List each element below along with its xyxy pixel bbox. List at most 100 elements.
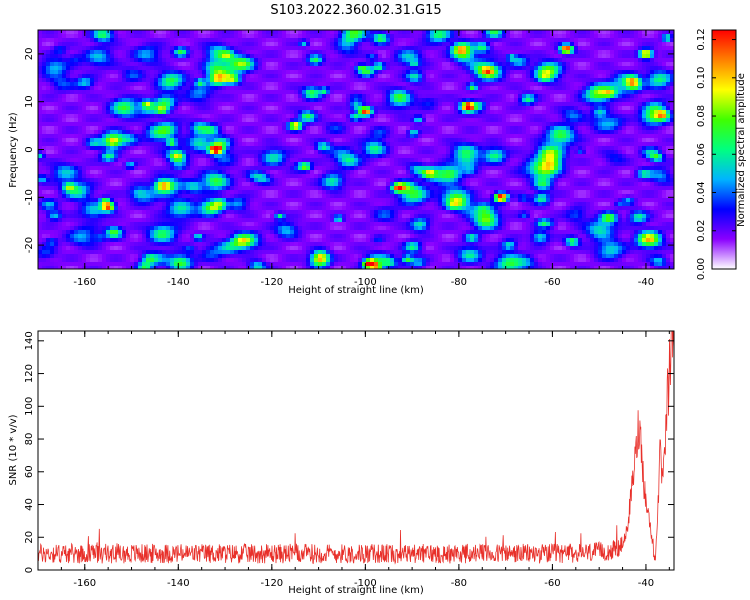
heatmap-cell [442,138,447,143]
heatmap-cell [586,94,591,99]
heatmap-cell [586,34,591,39]
heatmap-cell [450,134,455,139]
heatmap-cell [178,78,183,83]
heatmap-cell [574,34,579,39]
heatmap-cell [106,58,111,63]
heatmap-cell [170,142,175,147]
heatmap-cell [630,34,635,39]
heatmap-cell [382,50,387,55]
heatmap-cell [130,82,135,87]
heatmap-cell [58,58,63,63]
heatmap-cell [42,102,47,107]
heatmap-cell [330,38,335,43]
heatmap-cell [214,126,219,131]
heatmap-cell [494,90,499,95]
heatmap-cell [490,94,495,99]
heatmap-cell [266,126,271,131]
heatmap-cell [98,126,103,131]
heatmap-cell [322,86,327,91]
heatmap-cell [306,138,311,143]
heatmap-cell [50,46,55,51]
heatmap-cell [526,98,531,103]
heatmap-cell [354,102,359,107]
heatmap-cell [294,110,299,115]
heatmap-cell [166,82,171,87]
heatmap-cell [142,50,147,55]
heatmap-cell [402,70,407,75]
heatmap-cell [182,86,187,91]
heatmap-cell [550,138,555,143]
heatmap-cell [170,106,175,111]
heatmap-cell [330,50,335,55]
heatmap-cell [506,90,511,95]
heatmap-cell [58,90,63,95]
heatmap-cell [538,126,543,131]
heatmap-cell [438,90,443,95]
heatmap-cell [174,118,179,123]
heatmap-cell [382,142,387,147]
heatmap-cell [562,78,567,83]
heatmap-cell [586,102,591,107]
heatmap-cell [330,78,335,83]
heatmap-cell [310,134,315,139]
heatmap-cell [574,54,579,59]
heatmap-cell [290,62,295,67]
heatmap-cell [354,98,359,103]
heatmap-cell [442,146,447,151]
heatmap-cell [394,114,399,119]
heatmap-cell [666,146,671,151]
heatmap-cell [158,138,163,143]
heatmap-cell [642,74,647,79]
heatmap-cell [130,146,135,151]
heatmap-cell [478,38,483,43]
heatmap-cell [518,78,523,83]
heatmap-cell [246,102,251,107]
heatmap-cell [342,98,347,103]
heatmap-cell [382,122,387,127]
heatmap-cell [62,58,67,63]
heatmap-cell [238,50,243,55]
heatmap-cell [338,86,343,91]
heatmap-cell [650,122,655,127]
heatmap-cell [46,122,51,127]
heatmap-cell [538,62,543,67]
heatmap-cell [390,30,395,35]
heatmap-cell [622,146,627,151]
heatmap-cell [94,122,99,127]
heatmap-cell [54,150,59,155]
heatmap-cell [634,78,639,83]
heatmap-cell [314,54,319,59]
heatmap-cell [266,150,271,155]
heatmap-cell [106,38,111,43]
heatmap-cell [598,42,603,47]
heatmap-cell [634,102,639,107]
heatmap-cell [562,98,567,103]
heatmap-cell [366,90,371,95]
heatmap-cell [386,134,391,139]
heatmap-cell [386,130,391,135]
heatmap-cell [514,138,519,143]
heatmap-cell [522,122,527,127]
heatmap-cell [574,46,579,51]
heatmap-cell [70,78,75,83]
heatmap-cell [50,130,55,135]
heatmap-cell [370,138,375,143]
heatmap-cell [518,118,523,123]
heatmap-cell [442,54,447,59]
heatmap-cell [298,82,303,87]
heatmap-cell [562,142,567,147]
heatmap-cell [490,30,495,35]
heatmap-cell [274,58,279,63]
heatmap-cell [114,154,119,159]
heatmap-cell [590,42,595,47]
heatmap-cell [514,106,519,111]
heatmap-cell [298,150,303,155]
heatmap-cell [638,126,643,131]
heatmap-cell [114,50,119,55]
heatmap-cell [534,118,539,123]
heatmap-cell [466,126,471,131]
heatmap-cell [174,114,179,119]
heatmap-cell [570,62,575,67]
heatmap-cell [558,62,563,67]
heatmap-cell [250,102,255,107]
